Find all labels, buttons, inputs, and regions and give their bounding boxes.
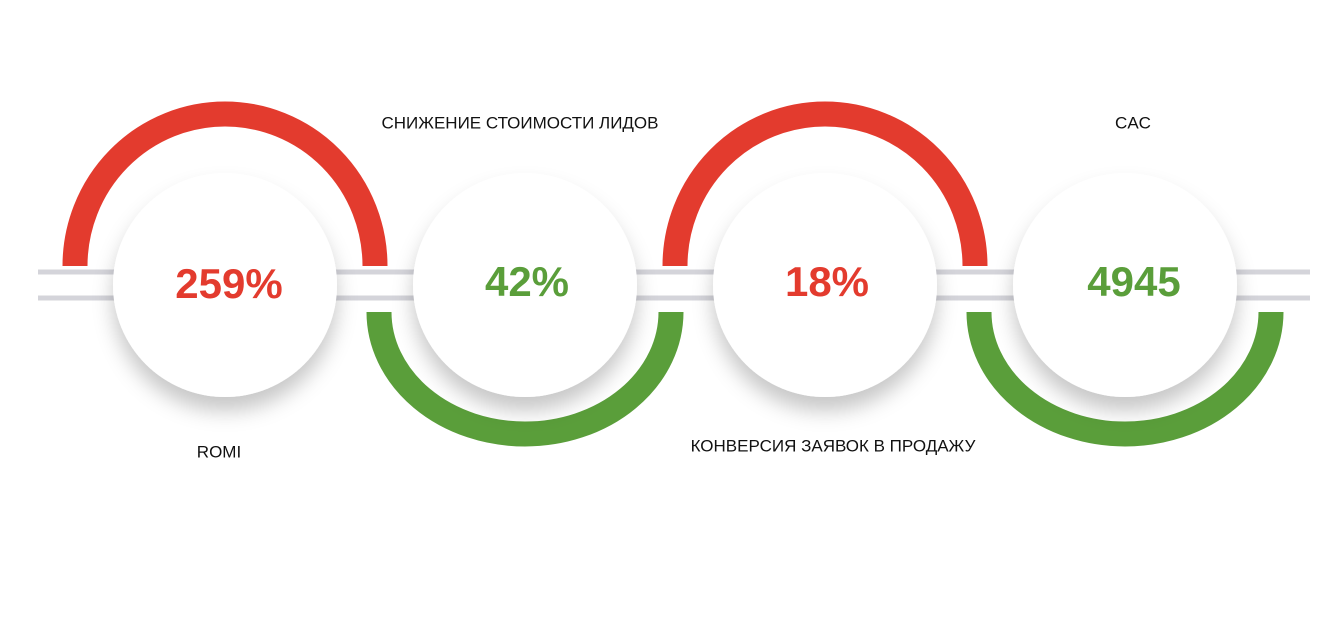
metric-label: КОНВЕРСИЯ ЗАЯВОК В ПРОДАЖУ [691,436,976,455]
disc [113,173,337,397]
metric-label: CAC [1115,113,1151,132]
arc-bottom [366,311,684,447]
disc [1013,173,1237,397]
arc-top [662,101,988,267]
metric-value: 42% [485,258,569,305]
disc [713,173,937,397]
discs [113,173,1237,397]
arcs [62,101,1284,447]
disc [413,173,637,397]
metric-value: 18% [785,258,869,305]
metric-label: ROMI [197,442,241,461]
arc-top [62,101,388,267]
metric-value: 4945 [1087,258,1180,305]
metric-label: СНИЖЕНИЕ СТОИМОСТИ ЛИДОВ [381,113,658,132]
arc-bottom [966,311,1284,447]
metric-value: 259% [175,260,282,307]
